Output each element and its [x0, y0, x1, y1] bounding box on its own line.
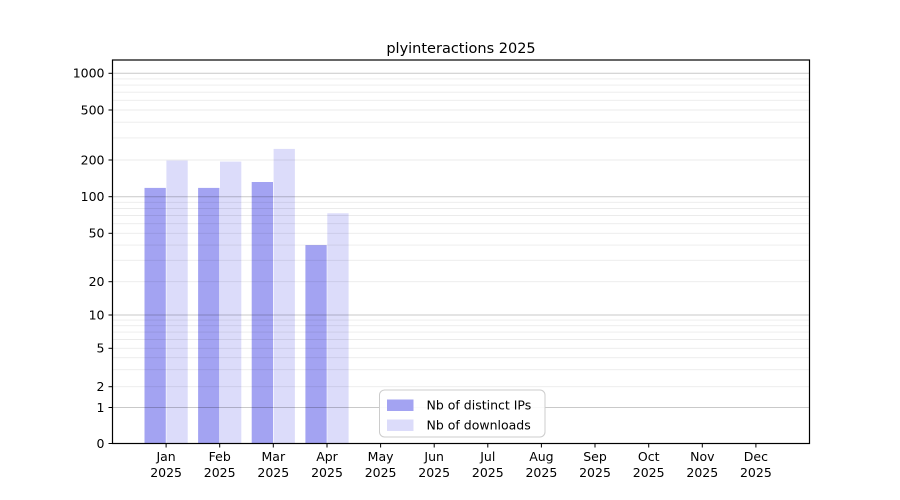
y-tick-label: 5	[97, 341, 105, 356]
y-tick-label: 0	[97, 436, 105, 451]
y-tick-label: 2	[97, 379, 105, 394]
y-tick-label: 200	[81, 152, 105, 167]
x-tick-label: Apr 2025	[311, 449, 343, 480]
bars-group	[144, 148, 349, 444]
y-tick-label: 500	[81, 102, 105, 117]
bar-mar-downloads	[273, 148, 295, 444]
plot-spines	[111, 59, 811, 445]
y-tick-label: 10	[89, 307, 105, 322]
y-tick-label: 100	[81, 189, 105, 204]
legend-swatch	[387, 419, 414, 431]
bar-jan-ips	[144, 187, 166, 444]
y-tick-label: 1000	[73, 66, 105, 81]
x-tick-label: Jul 2025	[472, 449, 504, 480]
x-tick-label: Mar 2025	[257, 449, 289, 480]
x-tick-label: Feb 2025	[204, 449, 236, 480]
x-tick-label: Aug 2025	[525, 449, 557, 480]
bar-feb-ips	[198, 187, 220, 444]
bar-mar-ips	[251, 182, 273, 444]
bar-feb-downloads	[220, 161, 242, 444]
x-tick-label: Oct 2025	[633, 449, 665, 480]
x-tick-label: Sep 2025	[579, 449, 611, 480]
x-tick-label: Jan 2025	[150, 449, 182, 480]
legend-label: Nb of downloads	[427, 418, 531, 433]
bar-jan-downloads	[166, 160, 188, 444]
x-tick-label: Jun 2025	[418, 449, 450, 480]
legend-label: Nb of distinct IPs	[427, 398, 532, 413]
legend-box	[379, 389, 546, 438]
legend-swatch	[387, 399, 414, 411]
y-tick-label: 20	[89, 274, 105, 289]
y-tick-label: 1	[97, 400, 105, 415]
x-tick-label: Nov 2025	[686, 449, 718, 480]
bar-apr-ips	[305, 245, 327, 444]
x-tick-label: May 2025	[365, 449, 397, 480]
axes-group: 0 1 2 5 10 20 50 100 200 500 1000 Jan 2025 Feb 2025 Mar…	[73, 59, 811, 480]
bar-apr-downloads	[327, 213, 349, 444]
chart-title: plyinteractions 2025	[386, 41, 535, 57]
legend-group: Nb of distinct IPs Nb of downloads	[379, 389, 546, 438]
y-tick-label: 50	[89, 226, 105, 241]
x-tick-label: Dec 2025	[740, 449, 772, 480]
